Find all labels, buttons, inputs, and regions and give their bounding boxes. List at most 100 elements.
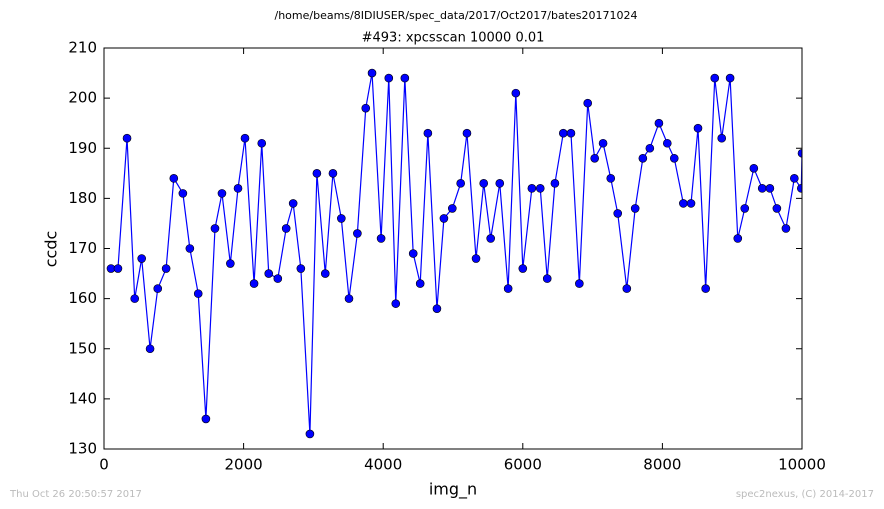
data-point [210,224,220,233]
data-point [130,294,140,303]
data-point [790,174,799,183]
y-tick-label: 190 [68,139,97,157]
data-point [701,284,710,293]
data-point [320,269,330,278]
data-point [408,249,418,258]
data-point [757,184,767,193]
y-tick-label: 210 [68,39,97,57]
data-point [479,179,489,188]
data-point [486,234,495,243]
data-point [240,133,250,143]
y-tick-label: 200 [68,89,97,107]
y-tick-label: 170 [68,239,97,257]
data-point [201,414,211,424]
data-point [367,68,377,78]
data-point [462,128,472,138]
data-point [535,184,545,193]
y-tick-label: 180 [68,189,97,207]
credit: spec2nexus, (C) 2014-2017 [736,489,874,500]
data-point [622,284,632,293]
data-point [717,133,727,143]
y-axis-label: ccdc [42,231,61,268]
data-point [797,184,802,193]
data-point [781,224,791,233]
data-point [400,73,410,83]
x-axis-label: img_n [429,480,477,500]
data-point [613,209,623,218]
data-point [305,429,315,439]
data-point [361,103,371,113]
x-tick-label: 4000 [364,456,402,474]
data-point [471,254,481,263]
data-point [710,73,720,83]
data-point [725,73,735,83]
data-point [185,244,195,253]
data-point [233,184,243,193]
data-point [638,153,648,163]
data-point [733,234,743,243]
data-point [169,174,179,183]
data-point [765,184,775,193]
timestamp: Thu Oct 26 20:50:57 2017 [9,489,142,500]
data-point [527,184,537,193]
data-point [226,259,235,268]
data-point [679,199,688,208]
data-point [153,284,163,293]
y-tick-label: 150 [68,339,97,357]
y-tick-label: 130 [68,440,97,458]
data-point [749,164,759,173]
data-point [606,174,616,183]
y-tick-label: 160 [68,289,97,307]
data-point [645,143,655,153]
data-point [376,234,386,243]
data-point [740,204,750,213]
data-point [122,133,132,143]
data-point [264,269,274,278]
chart-title: #493: xpcsscan 10000 0.01 [362,31,545,46]
data-point [797,148,802,158]
data-point [312,169,322,178]
plot-area [106,68,802,439]
data-point [249,279,259,288]
data-point [391,299,401,308]
data-point [583,98,593,108]
data-point [288,199,298,208]
data-point [495,179,505,188]
data-point [113,264,123,273]
data-point [598,138,608,148]
x-tick-label: 8000 [643,456,681,474]
data-point [439,214,449,223]
data-point [503,284,513,293]
data-point [772,204,782,213]
x-tick-label: 10000 [778,456,826,474]
data-point [511,88,521,98]
data-point [193,289,203,298]
data-point [686,199,696,208]
data-point [432,304,442,313]
data-point [281,224,291,233]
data-point [415,279,425,288]
data-point [542,274,552,283]
data-point [178,189,188,198]
data-point [337,214,346,223]
data-point [575,279,584,288]
data-point [558,128,568,138]
data-point [384,73,394,83]
x-tick-label: 0 [99,456,109,474]
data-point [296,264,306,273]
data-point [145,344,155,354]
data-point [328,169,338,178]
x-tick-label: 2000 [225,456,263,474]
data-point [448,204,457,213]
data-point [456,179,465,188]
data-point [654,118,664,128]
data-point [161,264,171,273]
data-point [217,189,227,198]
data-point [566,128,576,138]
data-point [353,229,362,238]
data-point [693,123,703,133]
data-point [518,264,528,273]
